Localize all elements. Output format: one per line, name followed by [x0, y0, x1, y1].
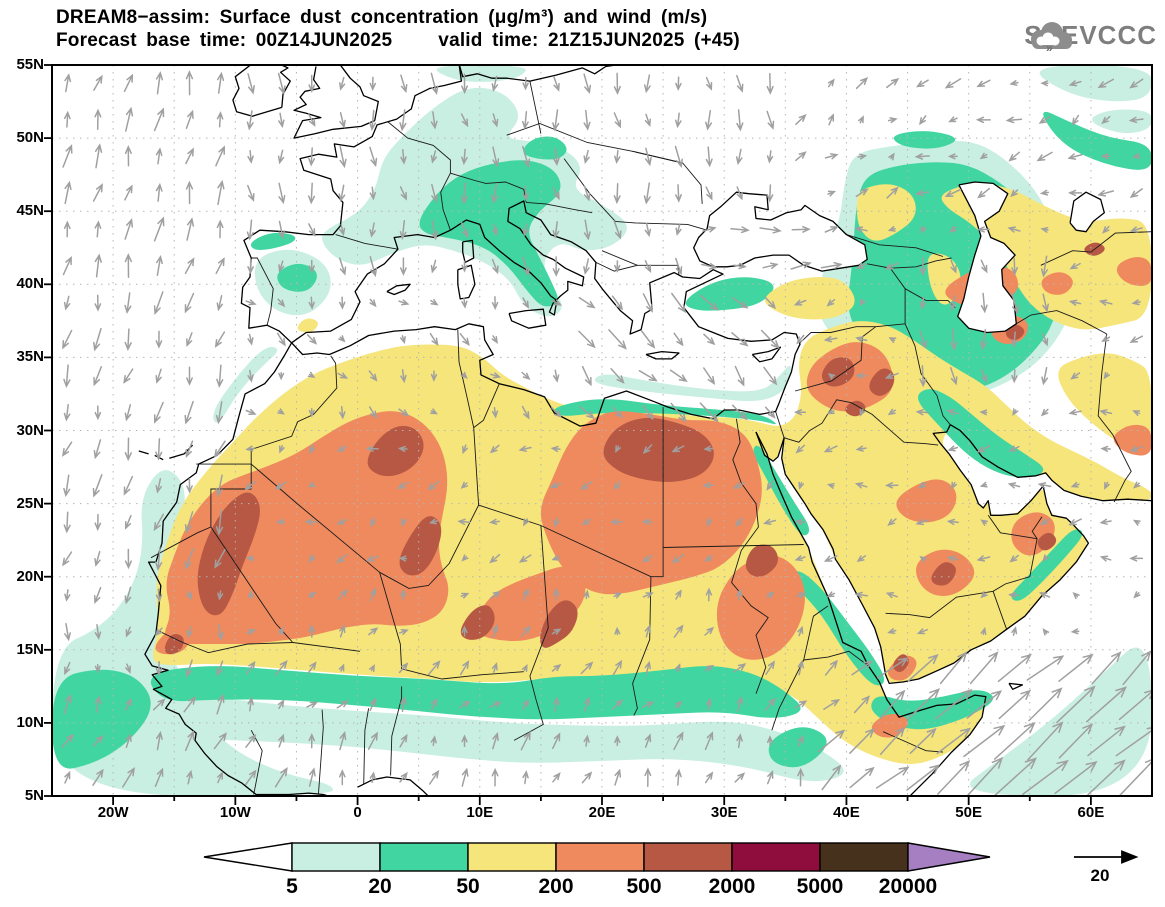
lon-axis-label: 50E [955, 804, 982, 821]
lat-axis-label: 25N [16, 494, 44, 512]
legend-value-label: 20000 [878, 875, 938, 898]
cloud-logo-icon: » [1031, 22, 1073, 55]
svg-text:»: » [1046, 41, 1053, 55]
legend-value-label: 5000 [796, 875, 844, 898]
lon-axis-label: 10W [219, 804, 251, 821]
lat-axis-label: 30N [16, 421, 44, 439]
legend-below-arrow [203, 842, 293, 872]
lon-axis-label: 20W [97, 804, 129, 821]
map-layers [52, 65, 1152, 796]
legend-value-label: 5 [286, 875, 298, 898]
valid-time: valid time: 21Z15JUN2025 (+45) [438, 30, 740, 51]
lon-axis-label: 10E [466, 804, 494, 821]
axis-ticks [44, 64, 1092, 805]
legend-above-arrow [907, 842, 991, 872]
wind-arrows-layer [60, 70, 1152, 796]
lat-axis-label: 35N [16, 348, 44, 366]
legend-value-label: 50 [456, 875, 480, 898]
lon-axis-label: 40E [833, 804, 860, 821]
legend-cell [555, 842, 645, 872]
legend-colorbar [203, 842, 991, 872]
map-title: DREAM8−assim: Surface dust concentration… [56, 7, 708, 28]
lat-axis-label: 10N [16, 713, 44, 731]
legend-cell [819, 842, 909, 872]
lat-axis-label: 45N [16, 202, 44, 220]
legend-cell [467, 842, 557, 872]
lon-axis-label: 0 [353, 804, 362, 821]
legend-cell [291, 842, 381, 872]
seevccc-logo: » SEEVCCC [1024, 20, 1157, 55]
dust-region-brick [164, 242, 1105, 673]
lat-axis-label: 40N [16, 275, 44, 293]
lat-axis-label: 20N [16, 567, 44, 585]
lon-axis-label: 20E [588, 804, 616, 821]
legend-value-label: 500 [626, 875, 662, 898]
lat-axis-label: 15N [16, 640, 44, 658]
legend-value-label: 2000 [708, 875, 756, 898]
lon-axis-label: 30E [710, 804, 738, 821]
map-subtitle: Forecast base time: 00Z14JUN2025 valid ti… [56, 30, 740, 52]
lat-axis-label: 50N [16, 129, 44, 147]
lat-axis-label: 55N [16, 56, 44, 73]
lon-axis-label: 60E [1077, 804, 1105, 821]
country-borders [150, 81, 1152, 795]
wind-reference-value: 20 [1090, 866, 1110, 885]
legend-cell [643, 842, 733, 872]
legend-cell [379, 842, 469, 872]
dust-region-orange [155, 257, 1152, 738]
forecast-base-time: Forecast base time: 00Z14JUN2025 [56, 30, 393, 51]
wind-reference-arrow [1074, 850, 1139, 864]
legend-cell [731, 842, 821, 872]
legend-value-label: 200 [538, 875, 574, 898]
lat-axis-label: 5N [24, 787, 44, 804]
legend-value-label: 20 [368, 875, 392, 898]
